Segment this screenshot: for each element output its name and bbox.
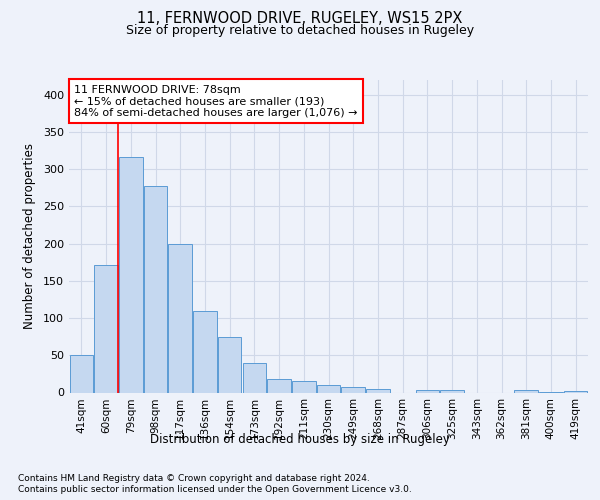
Bar	[144, 186, 167, 392]
Text: 11, FERNWOOD DRIVE, RUGELEY, WS15 2PX: 11, FERNWOOD DRIVE, RUGELEY, WS15 2PX	[137, 11, 463, 26]
Text: Contains public sector information licensed under the Open Government Licence v3: Contains public sector information licen…	[18, 485, 412, 494]
Bar	[416, 390, 439, 392]
Bar	[119, 156, 143, 392]
Bar	[193, 312, 217, 392]
Bar	[564, 391, 587, 392]
Bar	[218, 338, 241, 392]
Bar	[242, 364, 266, 392]
Bar	[169, 244, 192, 392]
Bar	[440, 390, 464, 392]
Bar	[514, 390, 538, 392]
Y-axis label: Number of detached properties: Number of detached properties	[23, 143, 36, 329]
Text: 11 FERNWOOD DRIVE: 78sqm
← 15% of detached houses are smaller (193)
84% of semi-: 11 FERNWOOD DRIVE: 78sqm ← 15% of detach…	[74, 84, 358, 118]
Bar	[341, 386, 365, 392]
Text: Contains HM Land Registry data © Crown copyright and database right 2024.: Contains HM Land Registry data © Crown c…	[18, 474, 370, 483]
Bar	[366, 389, 389, 392]
Bar	[292, 380, 316, 392]
Bar	[268, 379, 291, 392]
Bar	[317, 385, 340, 392]
Text: Distribution of detached houses by size in Rugeley: Distribution of detached houses by size …	[150, 432, 450, 446]
Bar	[94, 264, 118, 392]
Bar	[70, 356, 93, 393]
Text: Size of property relative to detached houses in Rugeley: Size of property relative to detached ho…	[126, 24, 474, 37]
